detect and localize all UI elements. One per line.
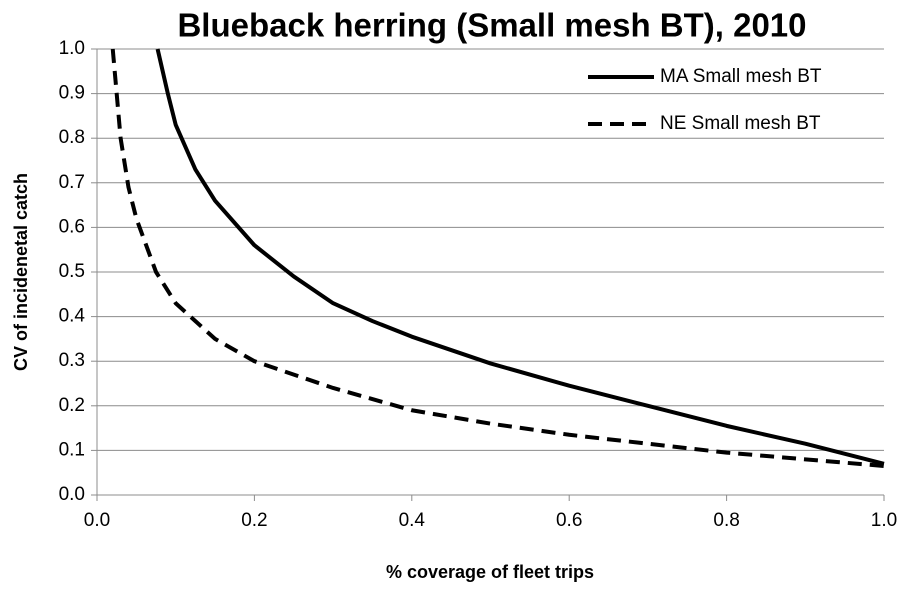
x-tick-label: 0.2 [241, 510, 267, 531]
series-line [110, 48, 885, 469]
legend-label: NE Small mesh BT [660, 113, 821, 134]
series-line [155, 48, 885, 466]
y-axis-label: CV of incidenetal catch [11, 173, 31, 371]
y-tick-label: 0.0 [59, 484, 85, 505]
legend-label: MA Small mesh BT [660, 66, 822, 87]
y-tick-label: 0.3 [59, 350, 85, 371]
x-tick-label: 0.4 [399, 510, 426, 531]
y-tick-label: 0.1 [59, 439, 85, 460]
y-tick-label: 1.0 [59, 38, 85, 59]
x-tick-label: 0.0 [84, 510, 110, 531]
x-tick-label: 1.0 [871, 510, 897, 531]
y-tick-label: 0.6 [59, 216, 85, 237]
x-axis-label: % coverage of fleet trips [386, 562, 594, 582]
y-tick-label: 0.4 [59, 306, 86, 327]
x-tick-label: 0.6 [556, 510, 582, 531]
y-tick-label: 0.8 [59, 127, 85, 148]
y-tick-label: 0.2 [59, 395, 85, 416]
x-tick-label: 0.8 [713, 510, 739, 531]
y-tick-label: 0.7 [59, 172, 85, 193]
y-tick-label: 0.5 [59, 261, 85, 282]
chart-title: Blueback herring (Small mesh BT), 2010 [177, 7, 806, 44]
y-tick-label: 0.9 [59, 83, 85, 104]
